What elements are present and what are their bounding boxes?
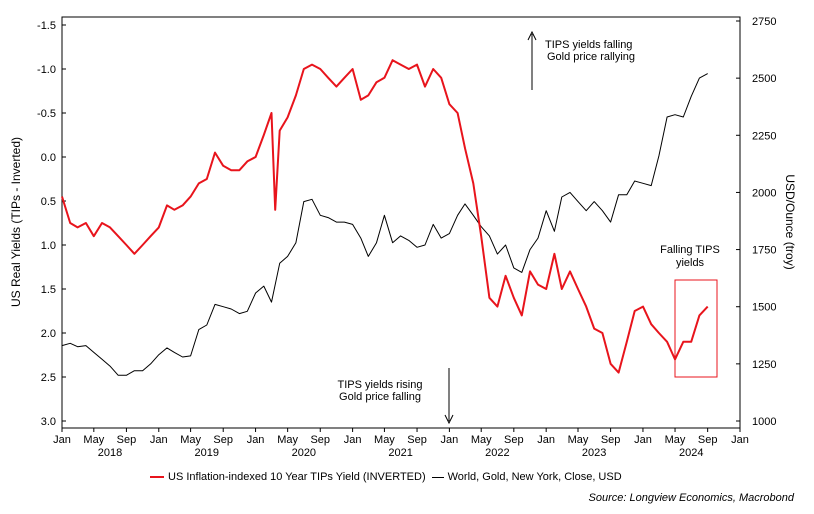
x-year-label: 2018 bbox=[98, 447, 122, 459]
x-tick-label: Jan bbox=[150, 434, 168, 446]
left-axis: -1.5 -1.0 -0.5 0.0 0.5 1.0 1.5 2.0 2.5 3.0 bbox=[37, 20, 66, 428]
x-tick-label: Jan bbox=[731, 434, 749, 446]
legend-swatch-black-icon bbox=[431, 476, 444, 478]
x-tick-label: Jan bbox=[537, 434, 555, 446]
x-year-label: 2019 bbox=[195, 447, 219, 459]
x-tick-label: Sep bbox=[698, 434, 718, 446]
highlight-box bbox=[674, 279, 718, 378]
legend-label-gold: World, Gold, New York, Close, USD bbox=[447, 471, 622, 483]
legend-item-tips: US Inflation-indexed 10 Year TIPs Yield … bbox=[150, 471, 426, 483]
x-tick-label: May bbox=[471, 434, 492, 446]
x-tick-label: Sep bbox=[213, 434, 233, 446]
x-tick-label: Sep bbox=[117, 434, 137, 446]
left-axis-title: US Real Yields (TIPs - Inverted) bbox=[9, 137, 23, 307]
x-tick-label: Sep bbox=[407, 434, 427, 446]
right-tick-label: 1000 bbox=[752, 416, 776, 428]
left-tick-label: 2.0 bbox=[41, 328, 56, 340]
right-tick-label: 1250 bbox=[752, 359, 776, 371]
annotation-falling-prices: TIPS yields rising Gold price falling bbox=[338, 368, 454, 425]
annotation-bottom-line-1: TIPS yields rising bbox=[338, 379, 423, 391]
x-tick-label: Jan bbox=[53, 434, 71, 446]
x-tick-label: May bbox=[277, 434, 298, 446]
source-note: Source: Longview Economics, Macrobond bbox=[588, 492, 794, 504]
up-arrow-icon bbox=[527, 30, 537, 41]
x-tick-label: Jan bbox=[441, 434, 459, 446]
right-tick-label: 2750 bbox=[752, 16, 776, 28]
tips-yield-series-line bbox=[61, 59, 709, 374]
right-tick-label: 2250 bbox=[752, 130, 776, 142]
right-tick-label: 1750 bbox=[752, 245, 776, 257]
x-tick-label: May bbox=[665, 434, 686, 446]
left-tick-label: 0.5 bbox=[41, 196, 56, 208]
annotation-top-line-2: Gold price rallying bbox=[547, 51, 635, 63]
legend-item-gold: World, Gold, New York, Close, USD bbox=[431, 471, 622, 483]
annotation-box-line-2: yields bbox=[676, 257, 705, 269]
x-year-label: 2024 bbox=[679, 447, 703, 459]
x-tick-label: Sep bbox=[601, 434, 621, 446]
x-axis: Jan May Sep Jan May Sep Jan May Sep Jan May Sep Jan M… bbox=[53, 428, 749, 459]
legend-swatch-red-icon bbox=[150, 476, 164, 478]
left-tick-label: 3.0 bbox=[41, 416, 56, 428]
right-tick-label: 2000 bbox=[752, 187, 776, 199]
x-tick-label: May bbox=[568, 434, 589, 446]
x-tick-label: Jan bbox=[344, 434, 362, 446]
left-tick-label: -1.0 bbox=[37, 64, 56, 76]
x-year-label: 2021 bbox=[388, 447, 412, 459]
legend: US Inflation-indexed 10 Year TIPs Yield … bbox=[150, 471, 622, 483]
series-layer bbox=[61, 59, 709, 376]
x-year-label: 2023 bbox=[582, 447, 606, 459]
x-tick-label: Jan bbox=[247, 434, 265, 446]
right-axis: 1000 1250 1500 1750 2000 2250 2500 2750 bbox=[736, 16, 776, 428]
annotation-bottom-line-2: Gold price falling bbox=[339, 391, 421, 403]
annotation-top-line-1: TIPS yields falling bbox=[545, 39, 632, 51]
annotation-rising-prices: TIPS yields falling Gold price rallying bbox=[527, 30, 635, 90]
right-tick-label: 1500 bbox=[752, 302, 776, 314]
x-tick-label: May bbox=[374, 434, 395, 446]
right-tick-label: 2500 bbox=[752, 73, 776, 85]
x-year-label: 2020 bbox=[292, 447, 316, 459]
left-tick-label: 1.5 bbox=[41, 284, 56, 296]
x-tick-label: Jan bbox=[634, 434, 652, 446]
x-tick-label: May bbox=[83, 434, 104, 446]
left-tick-label: -0.5 bbox=[37, 108, 56, 120]
left-tick-label: 0.0 bbox=[41, 152, 56, 164]
plot-area bbox=[61, 16, 741, 429]
x-year-label: 2022 bbox=[485, 447, 509, 459]
down-arrow-icon bbox=[444, 414, 454, 425]
legend-label-tips: US Inflation-indexed 10 Year TIPs Yield … bbox=[168, 471, 426, 483]
right-axis-title: USD/Ounce (troy) bbox=[783, 174, 797, 269]
x-tick-label: Sep bbox=[310, 434, 330, 446]
left-tick-label: 1.0 bbox=[41, 240, 56, 252]
x-tick-label: Sep bbox=[504, 434, 524, 446]
left-tick-label: 2.5 bbox=[41, 372, 56, 384]
left-tick-label: -1.5 bbox=[37, 20, 56, 32]
x-tick-label: May bbox=[180, 434, 201, 446]
gold-price-series-line bbox=[61, 73, 708, 376]
annotation-falling-tips-box: Falling TIPS yields bbox=[660, 244, 720, 378]
annotation-box-line-1: Falling TIPS bbox=[660, 244, 720, 256]
